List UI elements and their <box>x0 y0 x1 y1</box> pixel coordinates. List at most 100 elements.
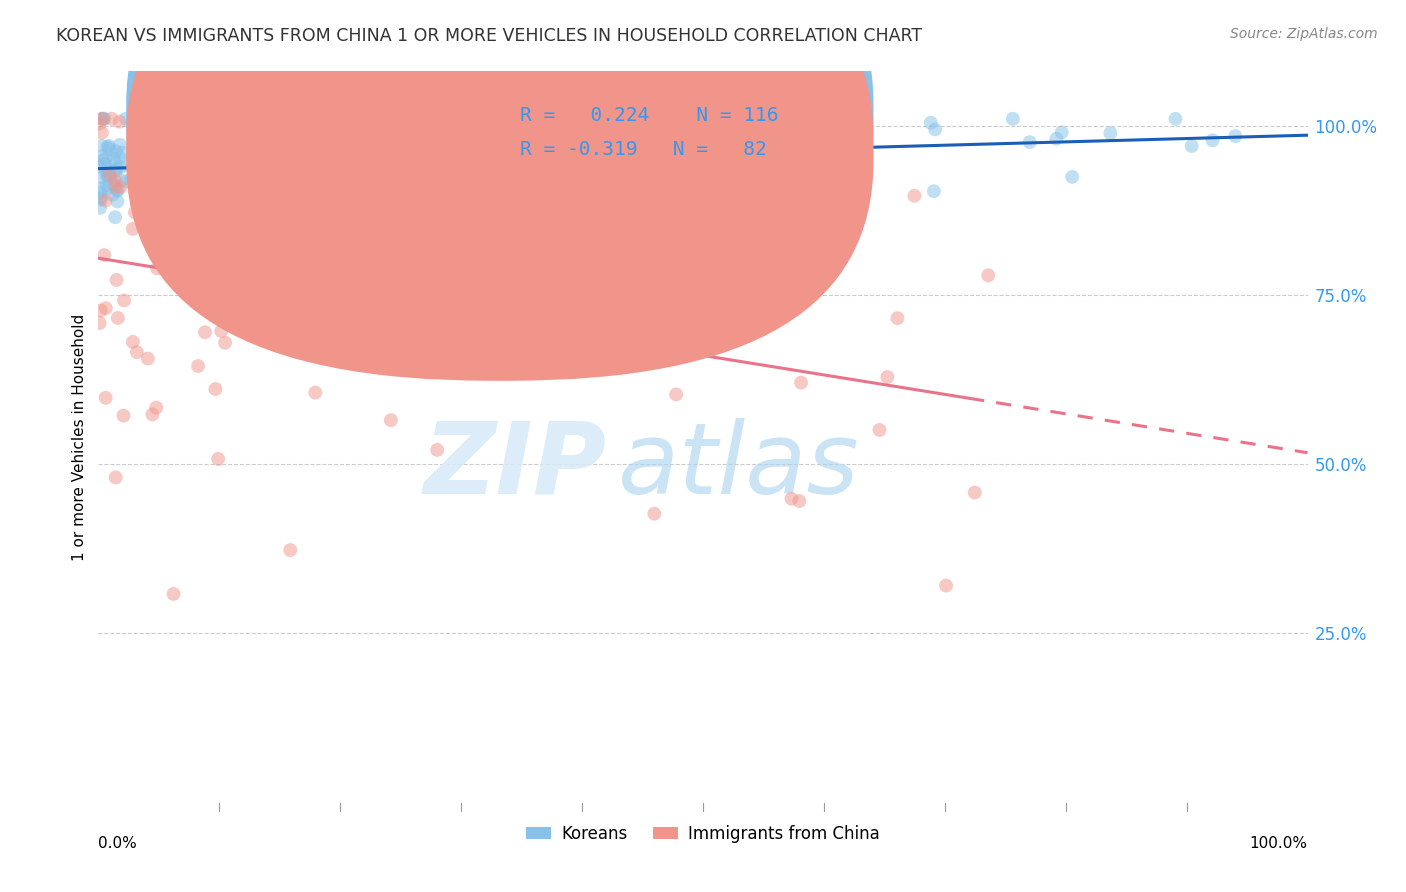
Point <box>209 324 232 338</box>
Point <box>104 180 127 194</box>
Point <box>166 178 188 192</box>
Point <box>97 168 120 182</box>
Point <box>524 185 547 199</box>
Point <box>184 196 207 211</box>
Point <box>977 268 1000 283</box>
Point <box>90 139 112 153</box>
Point <box>94 391 117 405</box>
Point <box>207 451 229 466</box>
Point <box>94 161 117 176</box>
Point <box>105 161 128 176</box>
Point <box>380 156 402 170</box>
Point <box>93 157 115 171</box>
Point <box>231 181 253 195</box>
Point <box>380 413 402 427</box>
Point <box>107 310 129 325</box>
Point <box>134 187 156 202</box>
Point <box>211 153 233 167</box>
Point <box>643 507 665 521</box>
Point <box>1001 112 1024 126</box>
Text: R =   0.224    N = 116: R = 0.224 N = 116 <box>520 106 779 125</box>
Point <box>503 175 526 189</box>
Point <box>91 112 114 126</box>
Point <box>112 409 135 423</box>
Point <box>114 112 136 126</box>
Point <box>1099 126 1122 140</box>
Point <box>131 202 153 216</box>
Point <box>110 160 132 174</box>
Point <box>125 153 148 167</box>
Point <box>295 144 318 158</box>
Point <box>132 128 155 143</box>
Point <box>194 326 217 340</box>
Point <box>209 216 232 230</box>
Point <box>610 293 633 308</box>
Point <box>112 293 135 308</box>
Point <box>121 222 143 236</box>
Point <box>481 215 503 229</box>
Point <box>91 149 114 163</box>
Point <box>146 128 169 143</box>
Point <box>98 165 121 179</box>
Point <box>426 442 449 457</box>
Point <box>90 193 112 207</box>
Point <box>665 387 688 401</box>
Point <box>94 301 117 316</box>
Point <box>603 141 626 155</box>
Point <box>90 303 112 318</box>
FancyBboxPatch shape <box>474 86 776 178</box>
Point <box>1050 125 1073 139</box>
Point <box>1062 169 1084 184</box>
Point <box>125 179 148 194</box>
Point <box>385 202 408 216</box>
FancyBboxPatch shape <box>127 0 873 381</box>
Point <box>780 491 803 506</box>
Point <box>101 187 124 202</box>
Point <box>326 244 349 259</box>
Point <box>104 155 127 169</box>
Point <box>806 153 828 167</box>
Point <box>143 185 166 199</box>
Point <box>139 146 162 161</box>
Point <box>94 194 117 208</box>
Point <box>121 172 143 186</box>
Point <box>104 173 127 187</box>
Point <box>730 197 752 211</box>
Point <box>352 223 374 237</box>
Point <box>187 359 209 373</box>
Point <box>132 112 155 126</box>
Point <box>96 140 118 154</box>
Text: 100.0%: 100.0% <box>1250 836 1308 851</box>
Point <box>105 273 128 287</box>
Point <box>592 162 614 177</box>
Point <box>124 205 146 219</box>
Point <box>845 169 868 183</box>
Point <box>789 494 811 508</box>
Point <box>117 158 139 172</box>
FancyBboxPatch shape <box>127 0 873 346</box>
Point <box>145 401 167 415</box>
Point <box>792 124 814 138</box>
Point <box>1225 129 1247 144</box>
Point <box>90 112 112 126</box>
Point <box>278 543 301 558</box>
Point <box>173 152 195 166</box>
Legend: Koreans, Immigrants from China: Koreans, Immigrants from China <box>520 818 886 849</box>
Text: 0.0%: 0.0% <box>98 836 138 851</box>
Point <box>935 578 957 592</box>
Point <box>256 135 278 149</box>
Point <box>266 244 288 259</box>
Point <box>1018 135 1040 149</box>
Point <box>301 178 323 193</box>
Point <box>104 211 127 225</box>
Point <box>89 117 111 131</box>
Point <box>91 153 114 167</box>
Point <box>105 184 128 198</box>
Point <box>222 151 245 165</box>
Point <box>104 144 127 158</box>
Point <box>150 180 173 194</box>
Point <box>122 118 145 132</box>
Point <box>162 587 184 601</box>
Point <box>233 144 256 158</box>
Point <box>98 139 121 153</box>
